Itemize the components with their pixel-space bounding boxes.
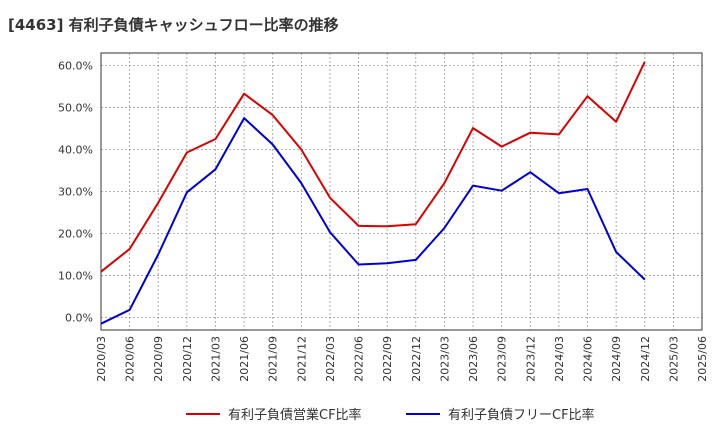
series-line-2 bbox=[100, 117, 646, 325]
x-tick-label: 2020/09 bbox=[152, 336, 165, 382]
x-tick-label: 2023/09 bbox=[496, 336, 509, 382]
x-tick-label: 2024/09 bbox=[610, 336, 623, 382]
x-tick-label: 2024/06 bbox=[582, 336, 595, 382]
x-tick-label: 2022/12 bbox=[410, 336, 423, 382]
legend-label-2: 有利子負債フリーCF比率 bbox=[448, 407, 595, 423]
x-tick-label: 2020/06 bbox=[124, 336, 137, 382]
x-tick-label: 2022/09 bbox=[381, 336, 394, 382]
x-tick-label: 2023/12 bbox=[524, 336, 537, 382]
plot-frame bbox=[100, 52, 703, 331]
y-tick-label: 20.0% bbox=[58, 227, 93, 240]
y-tick-label: 30.0% bbox=[58, 186, 93, 199]
x-tick-label: 2020/12 bbox=[181, 336, 194, 382]
x-tick-label: 2023/06 bbox=[467, 336, 480, 382]
y-tick-label: 40.0% bbox=[58, 144, 93, 157]
series-line-1 bbox=[100, 61, 646, 273]
x-tick-label: 2021/09 bbox=[267, 336, 280, 382]
x-tick-label: 2021/03 bbox=[209, 336, 222, 382]
y-tick-label: 60.0% bbox=[58, 60, 93, 73]
x-tick-label: 2024/12 bbox=[639, 336, 652, 382]
x-tick-label: 2025/03 bbox=[667, 336, 680, 382]
x-tick-label: 2021/12 bbox=[295, 336, 308, 382]
chart-title: [4463] 有利子負債キャッシュフロー比率の推移 bbox=[8, 16, 339, 34]
x-tick-label: 2022/06 bbox=[353, 336, 366, 382]
x-tick-label: 2023/03 bbox=[438, 336, 451, 382]
y-tick-label: 10.0% bbox=[58, 269, 93, 282]
x-tick-label: 2021/06 bbox=[238, 336, 251, 382]
y-tick-label: 50.0% bbox=[58, 102, 93, 115]
y-tick-label: 0.0% bbox=[65, 311, 93, 324]
x-tick-label: 2020/03 bbox=[95, 336, 108, 382]
x-tick-label: 2025/06 bbox=[696, 336, 709, 382]
x-tick-label: 2024/03 bbox=[553, 336, 566, 382]
x-tick-label: 2022/03 bbox=[324, 336, 337, 382]
legend-label-1: 有利子負債営業CF比率 bbox=[228, 407, 362, 423]
